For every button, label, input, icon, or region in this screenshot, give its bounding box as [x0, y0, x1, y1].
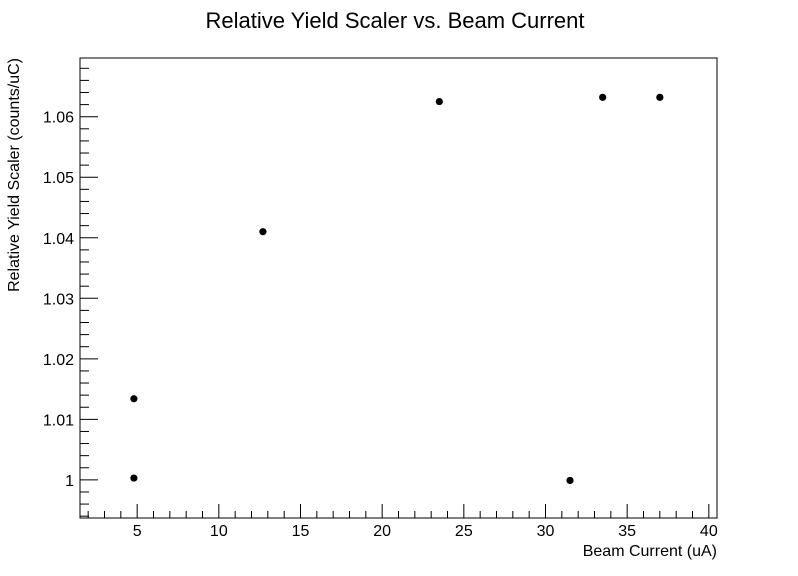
y-axis-label: Relative Yield Scaler (counts/uC): [6, 58, 23, 292]
plot-frame: [80, 58, 717, 518]
x-axis-ticks: [88, 504, 709, 518]
y-tick-label: 1.01: [43, 412, 74, 429]
x-tick-label: 20: [373, 523, 391, 540]
y-tick-label: 1.06: [43, 110, 74, 127]
x-axis-label: Beam Current (uA): [583, 543, 717, 560]
x-tick-label: 25: [455, 523, 473, 540]
data-point: [656, 94, 663, 101]
data-points: [130, 94, 663, 484]
y-tick-label: 1.02: [43, 352, 74, 369]
x-tick-label: 30: [537, 523, 555, 540]
data-point: [130, 474, 137, 481]
x-axis-tick-labels: 5 10 15 20 25 30 35 40: [133, 523, 718, 540]
x-tick-label: 5: [133, 523, 142, 540]
y-axis-ticks: [80, 68, 98, 516]
data-point: [436, 98, 443, 105]
data-point: [599, 94, 606, 101]
y-axis-tick-labels: 1 1.01 1.02 1.03 1.04 1.05 1.06: [43, 110, 74, 490]
y-tick-label: 1: [65, 473, 74, 490]
x-tick-label: 15: [292, 523, 310, 540]
chart-title: Relative Yield Scaler vs. Beam Current: [205, 8, 584, 33]
data-point: [259, 228, 266, 235]
x-tick-label: 35: [618, 523, 636, 540]
y-tick-label: 1.03: [43, 291, 74, 308]
y-tick-label: 1.04: [43, 231, 74, 248]
data-point: [566, 477, 573, 484]
y-tick-label: 1.05: [43, 170, 74, 187]
x-tick-label: 10: [210, 523, 228, 540]
data-point: [130, 395, 137, 402]
x-tick-label: 40: [700, 523, 718, 540]
